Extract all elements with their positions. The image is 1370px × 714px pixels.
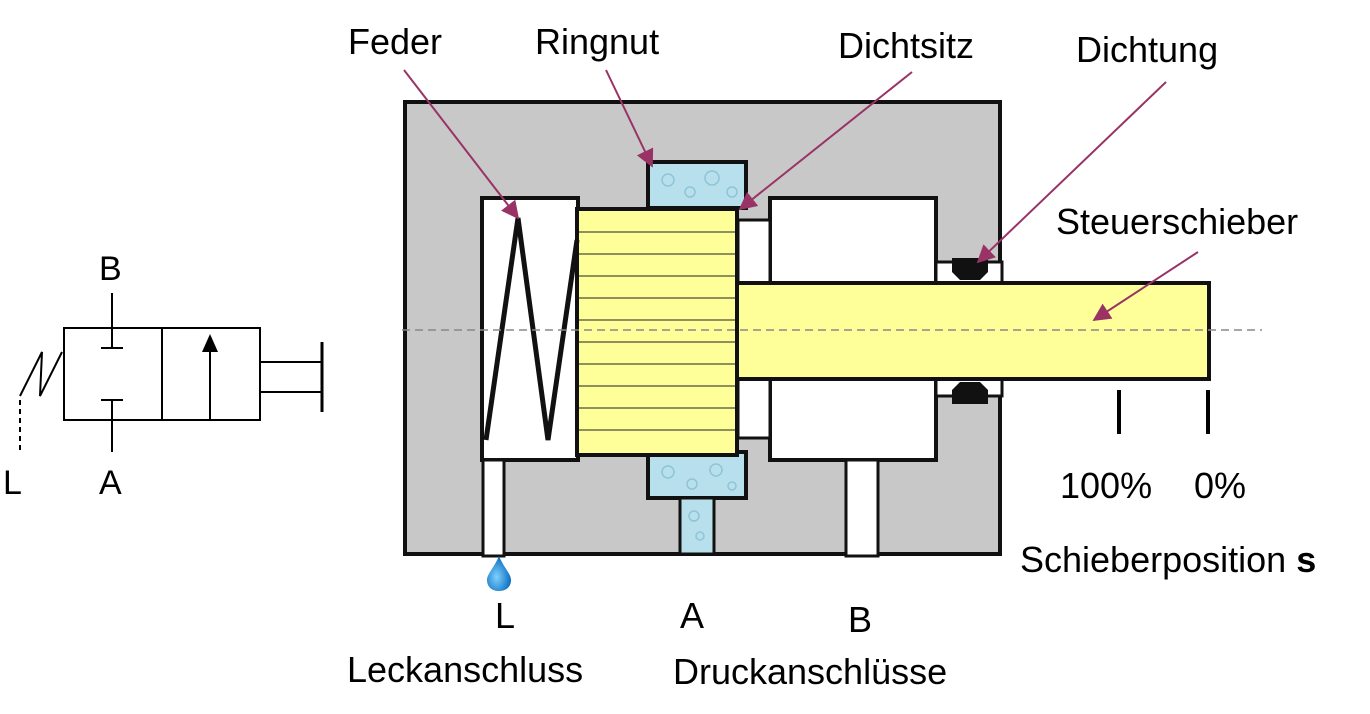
label-schieberposition-var: s (1296, 539, 1317, 580)
label-port-b: B (848, 599, 873, 640)
position-ticks (1117, 390, 1210, 434)
leader-steuerschieber (1092, 251, 1199, 321)
leader-lines (403, 69, 1199, 321)
symbol-plunger (259, 361, 323, 393)
label-ringnut: Ringnut (535, 21, 660, 62)
a-channel (678, 496, 716, 556)
symbol-spring (19, 351, 63, 397)
control-spool (735, 281, 1211, 381)
label-schieberposition: Schieberposition s (1020, 539, 1317, 580)
label-pos-0: 0% (1194, 465, 1247, 506)
label-pos-100: 100% (1060, 465, 1153, 506)
label-feder: Feder (348, 21, 443, 62)
label-dichtsitz: Dichtsitz (838, 25, 975, 66)
leak-channel (481, 458, 506, 558)
spring (483, 217, 580, 441)
symbol-port-l: L (3, 464, 22, 502)
valve-symbol (19, 293, 324, 452)
symbol-port-b: B (99, 250, 122, 288)
leader-dichtung (976, 81, 1167, 264)
label-port-l: L (495, 595, 516, 636)
label-druckanschluesse: Druckanschlüsse (673, 651, 948, 692)
piston (575, 207, 739, 457)
symbol-port-a: A (99, 464, 122, 502)
label-steuerschieber: Steuerschieber (1056, 201, 1299, 242)
ringnut (646, 160, 748, 556)
leader-dichtsitz (738, 71, 913, 211)
leader-ringnut (605, 69, 654, 168)
label-port-a: A (680, 595, 705, 636)
b-channel (844, 458, 880, 558)
leader-feder (403, 69, 520, 220)
label-dichtung: Dichtung (1076, 29, 1219, 70)
label-leckanschluss: Leckanschluss (347, 649, 584, 690)
leak-drop-icon (487, 556, 511, 591)
seal (952, 258, 988, 404)
